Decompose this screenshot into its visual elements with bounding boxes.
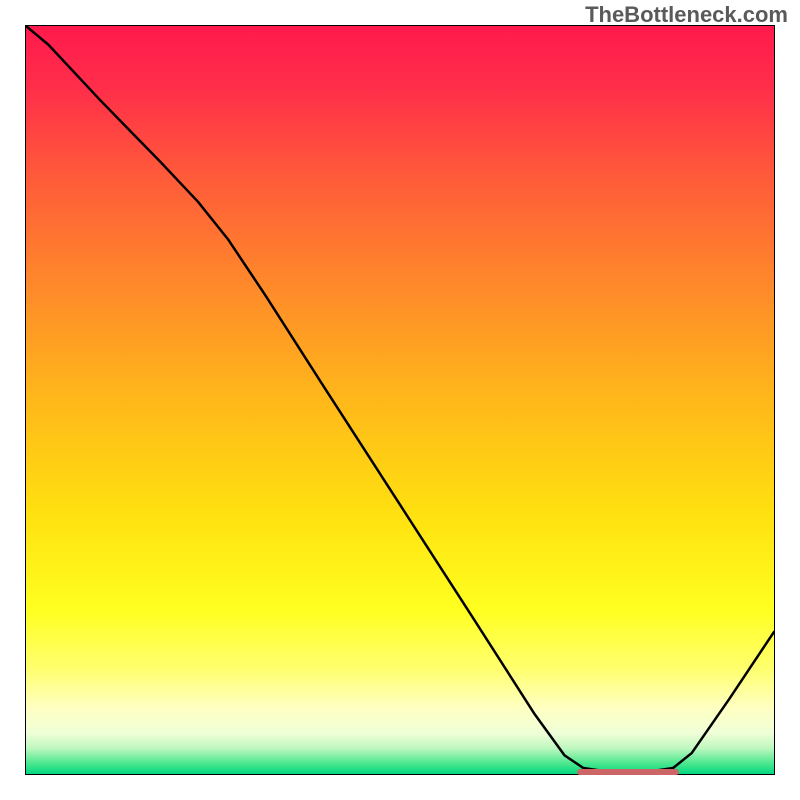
bottleneck-chart — [25, 25, 775, 775]
bottleneck-curve — [26, 26, 774, 774]
optimal-range-marker — [577, 769, 678, 775]
watermark-text: TheBottleneck.com — [585, 2, 788, 28]
